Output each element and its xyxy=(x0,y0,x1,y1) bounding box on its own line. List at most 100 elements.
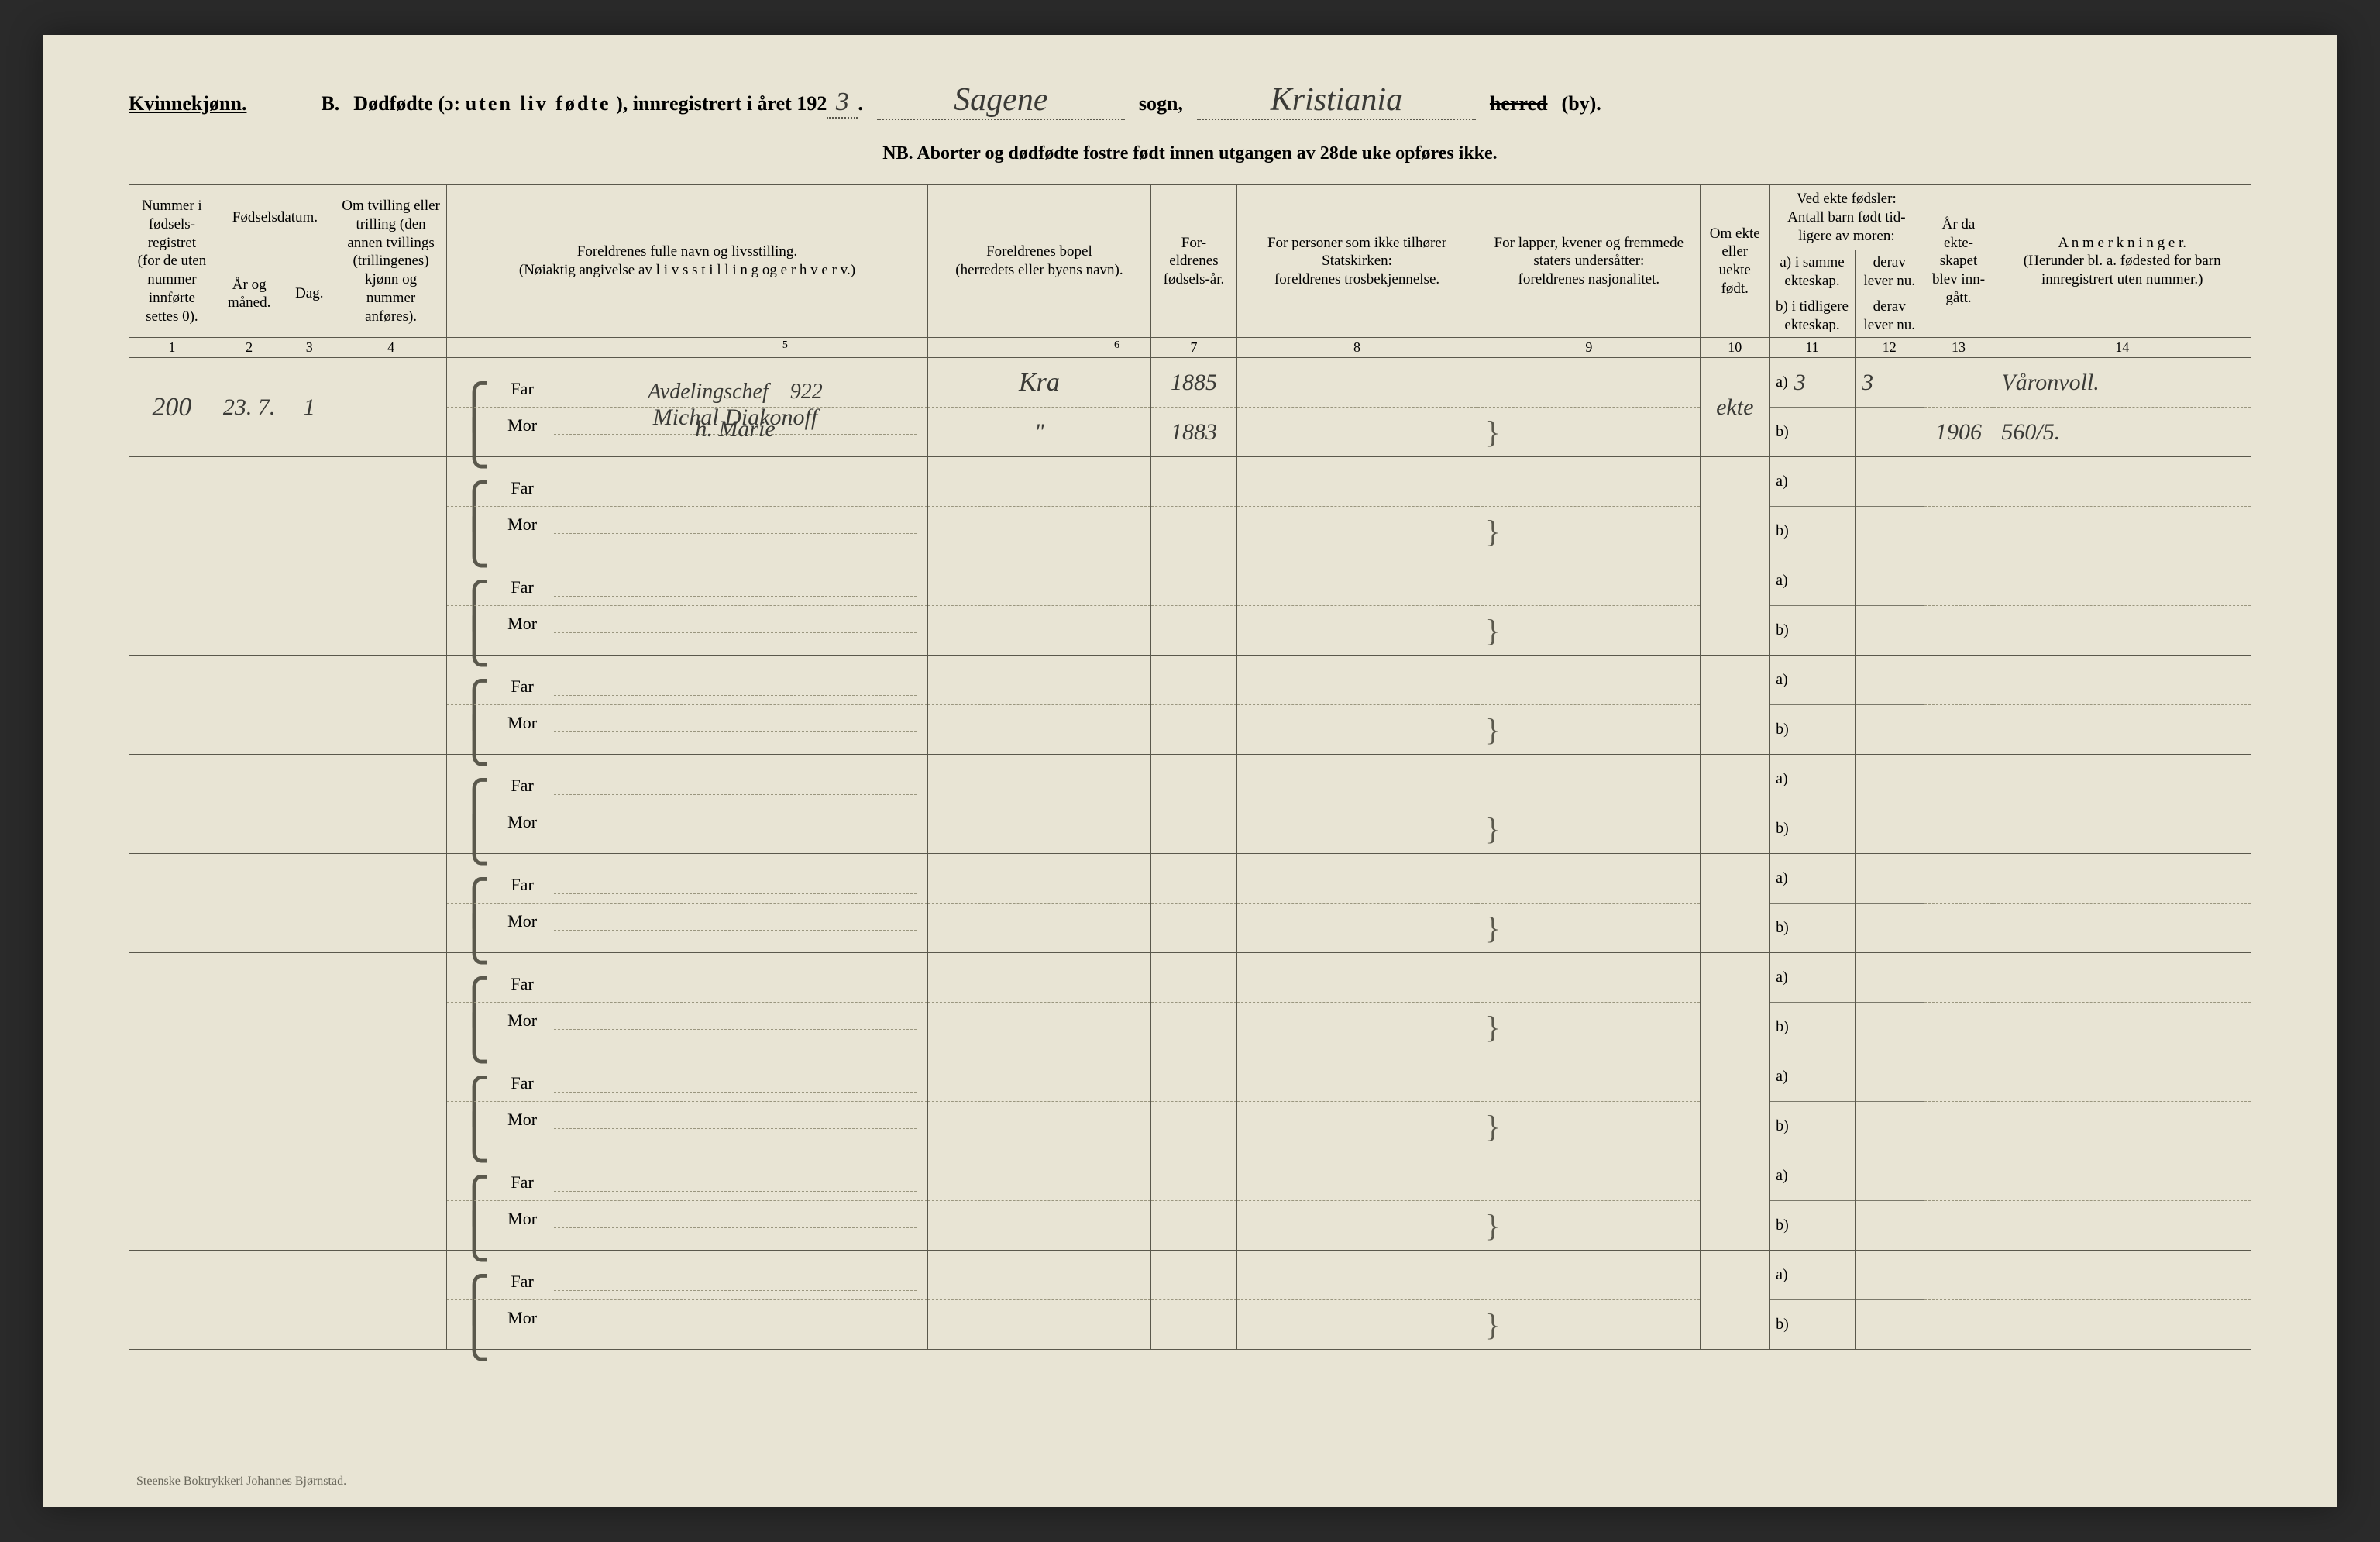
cell-col12 xyxy=(1855,457,1924,556)
cell-nationality: } xyxy=(1477,358,1701,457)
label-b: b) xyxy=(1776,919,1789,937)
cell-num xyxy=(129,1251,215,1350)
cell-yrmo xyxy=(215,1251,284,1350)
cell-parents: ⎧Far⎩Mor xyxy=(447,953,928,1052)
cell-col12 xyxy=(1855,854,1924,953)
far-line xyxy=(554,677,917,696)
label-b: b) xyxy=(1776,1316,1789,1334)
cell-num xyxy=(129,953,215,1052)
cell-bopel xyxy=(927,755,1150,854)
herred-value: Kristiania xyxy=(1197,81,1476,120)
column-number-row: 1 2 3 4 5 6 7 8 9 10 11 12 13 14 xyxy=(129,338,2251,358)
cell-num: 200 xyxy=(129,358,215,457)
cell-birthyears: 18851883 xyxy=(1151,358,1237,457)
cell-birthyears xyxy=(1151,755,1237,854)
col-10-head: Om ekte eller uekte født. xyxy=(1701,185,1770,338)
label-b: b) xyxy=(1776,522,1789,540)
role-mor: Mor xyxy=(503,911,542,931)
year-suffix: 3 xyxy=(827,88,858,119)
col-12b-head: derav lever nu. xyxy=(1856,294,1924,338)
cell-year13 xyxy=(1924,656,1993,755)
label-b: b) xyxy=(1776,721,1789,738)
cell-remarks xyxy=(1993,854,2251,953)
cell-col11: a)b) xyxy=(1770,457,1856,556)
role-mor: Mor xyxy=(503,1110,542,1130)
cell-birthyears xyxy=(1151,556,1237,656)
cell-col11: a)b) xyxy=(1770,755,1856,854)
cell-remarks xyxy=(1993,953,2251,1052)
colnum-2: 2 xyxy=(215,338,284,358)
label-a: a) xyxy=(1776,1068,1788,1086)
mor-line xyxy=(554,1011,917,1030)
cell-num xyxy=(129,1151,215,1251)
cell-remarks xyxy=(1993,1052,2251,1151)
cell-num xyxy=(129,556,215,656)
cell-religion xyxy=(1236,854,1477,953)
cell-religion xyxy=(1236,1052,1477,1151)
cell-year13 xyxy=(1924,1151,1993,1251)
role-mor: Mor xyxy=(503,614,542,634)
col-11b-head: b) i tidligere ekteskap. xyxy=(1770,294,1855,338)
cell-year13 xyxy=(1924,556,1993,656)
label-b: b) xyxy=(1776,621,1789,639)
cell-col12 xyxy=(1855,656,1924,755)
cell-nationality: } xyxy=(1477,1251,1701,1350)
mor-line xyxy=(554,1110,917,1129)
cell-nationality: } xyxy=(1477,755,1701,854)
gender-label: Kvinnekjønn. xyxy=(129,92,246,115)
colnum-10: 10 xyxy=(1701,338,1770,358)
cell-bopel: Kra" xyxy=(927,358,1150,457)
cell-num xyxy=(129,854,215,953)
cell-parents: ⎧Far⎩Mor xyxy=(447,1251,928,1350)
cell-day xyxy=(284,556,335,656)
cell-col11: a) b) xyxy=(1770,1251,1856,1350)
label-a: a) xyxy=(1776,671,1788,689)
cell-ekte xyxy=(1701,656,1770,755)
nb-note: NB. Aborter og dødfødte fostre født inne… xyxy=(129,129,2251,184)
role-mor: Mor xyxy=(503,812,542,832)
title-after: ), innregistrert i året 192 xyxy=(616,92,827,115)
cell-bopel xyxy=(927,457,1150,556)
cell-col11: a)b) xyxy=(1770,1052,1856,1151)
col-2b-head: Dag. xyxy=(284,250,335,338)
cell-day xyxy=(284,953,335,1052)
by-label: (by). xyxy=(1562,92,1601,115)
role-mor: Mor xyxy=(503,1209,542,1229)
cell-col12 xyxy=(1855,1251,1924,1350)
cell-yrmo xyxy=(215,953,284,1052)
cell-parents: ⎧FarAvdelingschef 922Michal Diakonoff⎩Mo… xyxy=(447,358,928,457)
cell-bopel xyxy=(927,953,1150,1052)
cell-bopel xyxy=(927,1251,1150,1350)
cell-num xyxy=(129,755,215,854)
cell-ekte xyxy=(1701,457,1770,556)
colnum-8: 8 xyxy=(1236,338,1477,358)
col-1-head: Nummer i fødsels-registret (for de uten … xyxy=(129,185,215,338)
col-11-top: Ved ekte fødsler: Antall barn født tid-l… xyxy=(1770,185,1924,250)
table-row: ⎧Far⎩Mor} a)b) xyxy=(129,755,2251,854)
cell-remarks xyxy=(1993,457,2251,556)
cell-twin xyxy=(335,1052,447,1151)
colnum-9: 9 xyxy=(1477,338,1701,358)
cell-parents: ⎧Far⎩Mor xyxy=(447,755,928,854)
cell-yrmo xyxy=(215,1052,284,1151)
table-row: ⎧Far⎩Mor}a)b) xyxy=(129,556,2251,656)
cell-day xyxy=(284,755,335,854)
cell-ekte xyxy=(1701,854,1770,953)
role-far: Far xyxy=(503,379,542,399)
cell-nationality: } xyxy=(1477,656,1701,755)
role-far: Far xyxy=(503,577,542,597)
role-mor: Mor xyxy=(503,515,542,535)
table-row: ⎧Far⎩Mor}a)b) xyxy=(129,1151,2251,1251)
cell-col12: 3 xyxy=(1855,358,1924,457)
cell-yrmo xyxy=(215,854,284,953)
far-line xyxy=(554,975,917,993)
table-row: ⎧Far⎩Mor} a) b) xyxy=(129,1251,2251,1350)
cell-col11: a)b) xyxy=(1770,953,1856,1052)
far-line xyxy=(554,578,917,597)
cell-religion xyxy=(1236,1251,1477,1350)
section-letter: B. xyxy=(321,92,339,115)
label-a: a) xyxy=(1776,1266,1788,1284)
role-far: Far xyxy=(503,776,542,796)
label-b: b) xyxy=(1776,423,1789,441)
role-mor: Mor xyxy=(503,415,542,435)
